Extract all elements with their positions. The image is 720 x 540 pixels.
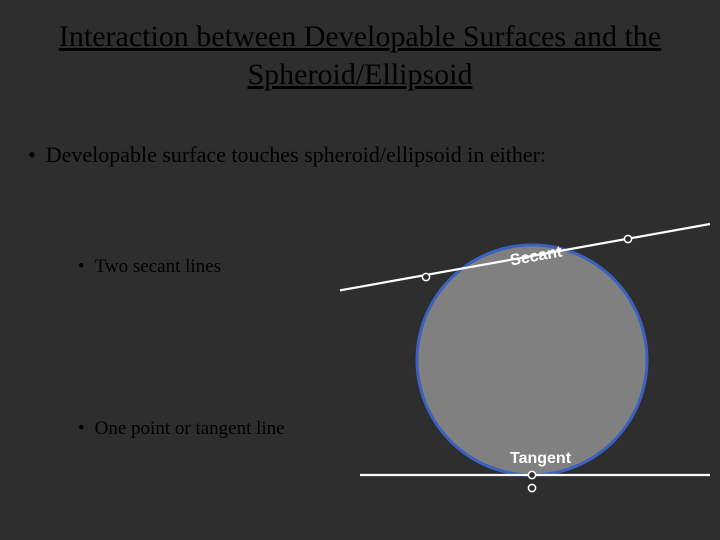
slide: Interaction between Developable Surfaces…: [0, 0, 720, 540]
sub-bullet-text: Two secant lines: [95, 256, 221, 277]
sub-bullet-secant: • Two secant lines: [78, 256, 221, 278]
slide-title: Interaction between Developable Surfaces…: [0, 18, 720, 93]
geometry-diagram: [340, 192, 710, 532]
bullet-marker: •: [78, 418, 85, 440]
bullet-marker: •: [78, 256, 85, 278]
bullet-marker: •: [28, 142, 36, 168]
bullet-main-text: Developable surface touches spheroid/ell…: [46, 142, 546, 167]
bullet-main: • Developable surface touches spheroid/el…: [28, 142, 546, 168]
sub-bullet-tangent: • One point or tangent line: [78, 418, 285, 440]
sub-bullet-text: One point or tangent line: [95, 418, 285, 439]
tangent-label: Tangent: [510, 450, 571, 468]
